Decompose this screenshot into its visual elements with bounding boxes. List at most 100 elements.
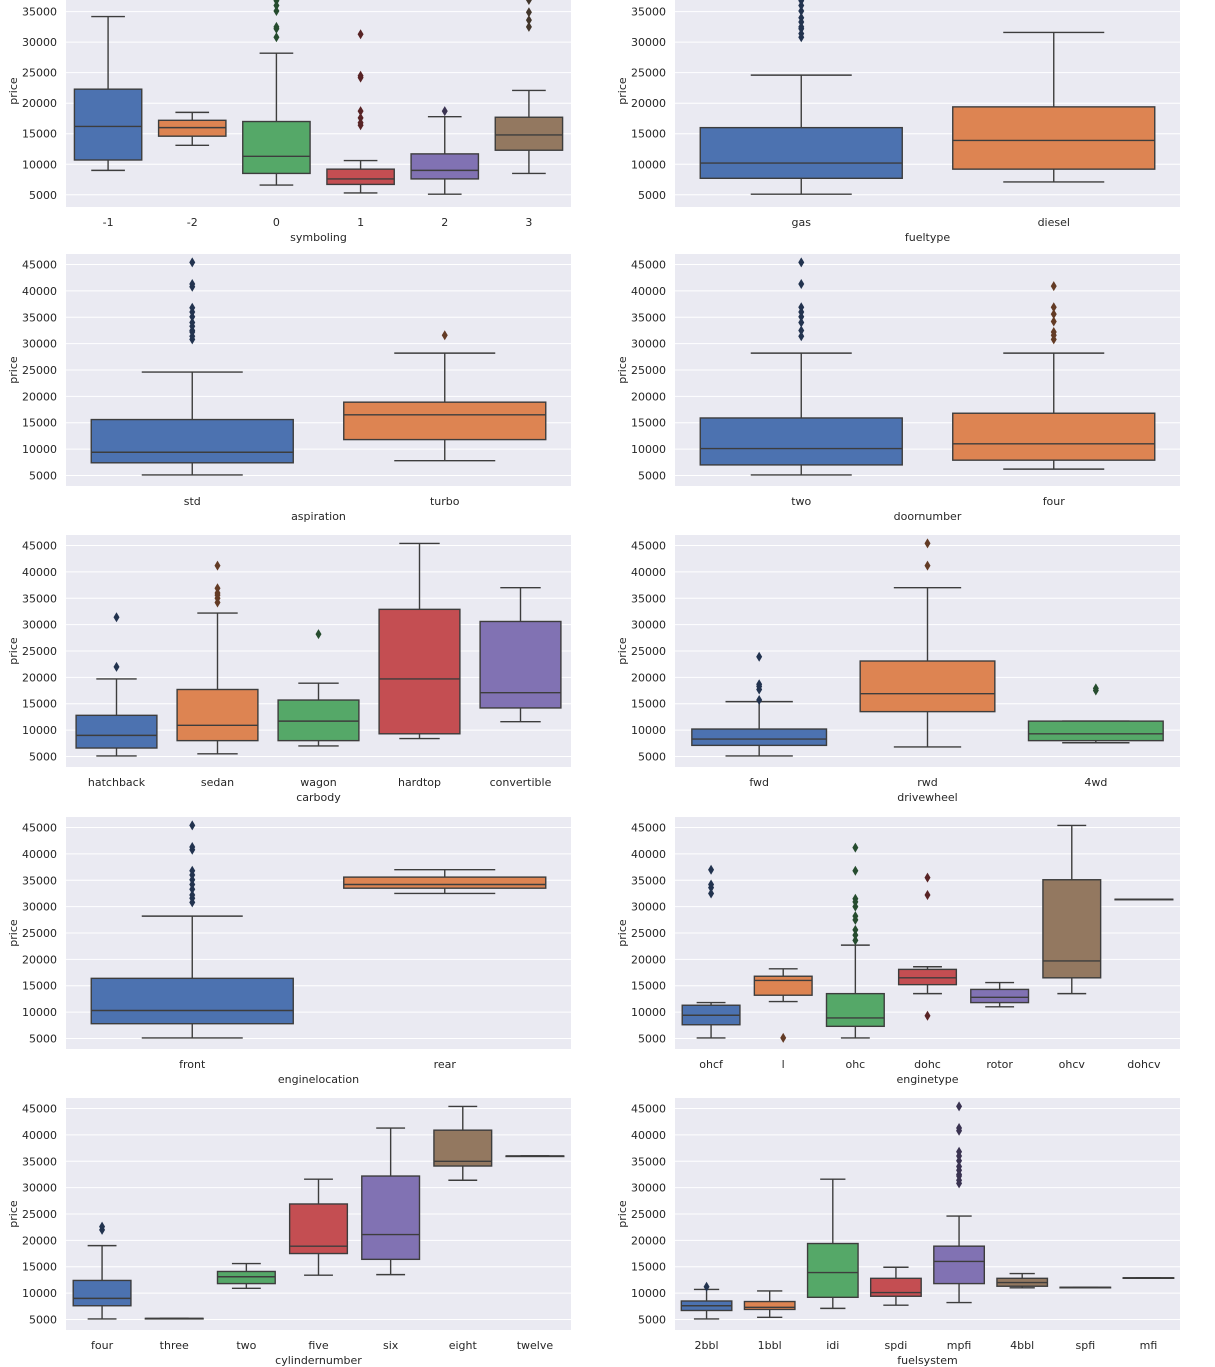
outlier-marker: [798, 279, 805, 290]
x-tick-label: gas: [792, 216, 812, 229]
y-tick-label: 25000: [631, 67, 666, 80]
iqr-box: [277, 699, 360, 742]
x-tick-label: two: [236, 1339, 256, 1352]
y-tick-label: 25000: [631, 364, 666, 377]
box-hardtop: [378, 542, 461, 740]
box-sedan: [176, 560, 259, 755]
y-tick-label: 10000: [631, 724, 666, 737]
iqr-box: [288, 1203, 349, 1255]
outlier-marker: [798, 325, 805, 336]
y-tick-label: 5000: [29, 1032, 57, 1045]
outlier-marker: [357, 29, 364, 40]
outlier-marker: [756, 679, 763, 690]
outlier-marker: [956, 1161, 963, 1172]
outlier-marker: [956, 1146, 963, 1157]
iqr-box: [90, 977, 294, 1025]
x-tick-label: twelve: [517, 1339, 554, 1352]
x-tick-label: mfi: [1140, 1339, 1158, 1352]
x-tick-label: 2bbl: [695, 1339, 719, 1352]
box-twelve: [505, 1155, 565, 1158]
y-tick-label: 35000: [631, 1155, 666, 1168]
box-ohcv: [1042, 824, 1102, 995]
y-tick-label: 35000: [631, 592, 666, 605]
outlier-marker: [273, 32, 280, 43]
x-axis-label: cylindernumber: [275, 1354, 362, 1367]
iqr-box: [361, 1175, 421, 1261]
y-tick-label: 5000: [29, 189, 57, 202]
y-tick-label: 30000: [631, 338, 666, 351]
box-4bbl: [996, 1272, 1049, 1289]
box-front: [90, 820, 294, 1039]
y-tick-label: 40000: [631, 1129, 666, 1142]
outlier-marker: [214, 583, 221, 594]
iqr-box: [952, 412, 1156, 461]
y-axis-label: price: [7, 637, 20, 665]
y-tick-label: 10000: [631, 443, 666, 456]
iqr-box: [378, 608, 461, 735]
box-diesel: [952, 31, 1156, 183]
y-tick-label: 15000: [22, 698, 57, 711]
subplot-fuelsystem: 5000 10000 15000 20000 25000 30000 35000 40000 4…: [616, 1098, 1180, 1367]
outlier-marker: [357, 106, 364, 117]
x-tick-label: diesel: [1038, 216, 1070, 229]
iqr-box: [869, 1277, 922, 1297]
y-tick-label: 25000: [22, 364, 57, 377]
outlier-marker: [525, 7, 532, 18]
outlier-marker: [1050, 327, 1057, 338]
subplot-carbody: 5000 10000 15000 20000 25000 30000 35000 40000 4…: [7, 535, 571, 804]
box-ohc: [825, 842, 885, 1039]
outlier-marker: [798, 257, 805, 268]
box-five: [288, 1178, 349, 1276]
subplot-cylindernumber: 5000 10000 15000 20000 25000 30000 35000 40000 4…: [7, 1098, 571, 1367]
y-tick-label: 10000: [22, 158, 57, 171]
iqr-box: [494, 116, 564, 151]
x-tick-label: 3: [525, 216, 532, 229]
x-tick-label: convertible: [490, 776, 552, 789]
box-dohc: [897, 872, 958, 1021]
outlier-marker: [1050, 316, 1057, 327]
outlier-marker: [273, 6, 280, 17]
box--2: [157, 111, 227, 147]
x-tick-label: -2: [187, 216, 198, 229]
y-tick-label: 20000: [631, 390, 666, 403]
iqr-box: [75, 714, 158, 749]
y-tick-label: 15000: [22, 128, 57, 141]
y-axis-label: price: [616, 637, 629, 665]
x-tick-label: two: [791, 495, 811, 508]
y-tick-label: 40000: [631, 285, 666, 298]
x-tick-label: 4wd: [1084, 776, 1107, 789]
y-tick-label: 45000: [22, 540, 57, 553]
y-tick-label: 25000: [631, 645, 666, 658]
outlier-marker: [273, 0, 280, 6]
y-tick-label: 25000: [22, 927, 57, 940]
x-tick-label: dohc: [914, 1058, 941, 1071]
y-tick-label: 10000: [22, 724, 57, 737]
y-tick-label: 10000: [22, 443, 57, 456]
subplot-symboling: 500010000150002000025000300003500040000p…: [7, 0, 571, 244]
y-tick-label: 10000: [22, 1006, 57, 1019]
iqr-box: [743, 1300, 796, 1311]
y-tick-label: 25000: [631, 927, 666, 940]
x-tick-label: l: [782, 1058, 785, 1071]
y-axis-label: price: [7, 77, 20, 105]
outlier-marker: [924, 1010, 931, 1021]
iqr-box: [479, 620, 562, 709]
outlier-marker: [525, 15, 532, 26]
y-tick-label: 15000: [631, 698, 666, 711]
iqr-box: [326, 168, 395, 186]
y-tick-label: 45000: [22, 259, 57, 272]
iqr-box: [699, 417, 903, 466]
y-tick-label: 20000: [631, 671, 666, 684]
outlier-marker: [189, 890, 196, 901]
outlier-marker: [189, 279, 196, 290]
iqr-box: [933, 1245, 986, 1285]
x-tick-label: six: [383, 1339, 399, 1352]
x-tick-label: 2: [441, 216, 448, 229]
iqr-box: [176, 688, 259, 742]
y-tick-label: 15000: [631, 980, 666, 993]
y-tick-label: 15000: [631, 1261, 666, 1274]
iqr-box: [90, 418, 294, 464]
outlier-marker: [189, 302, 196, 313]
iqr-box: [72, 1279, 132, 1307]
outlier-marker: [703, 1281, 710, 1292]
